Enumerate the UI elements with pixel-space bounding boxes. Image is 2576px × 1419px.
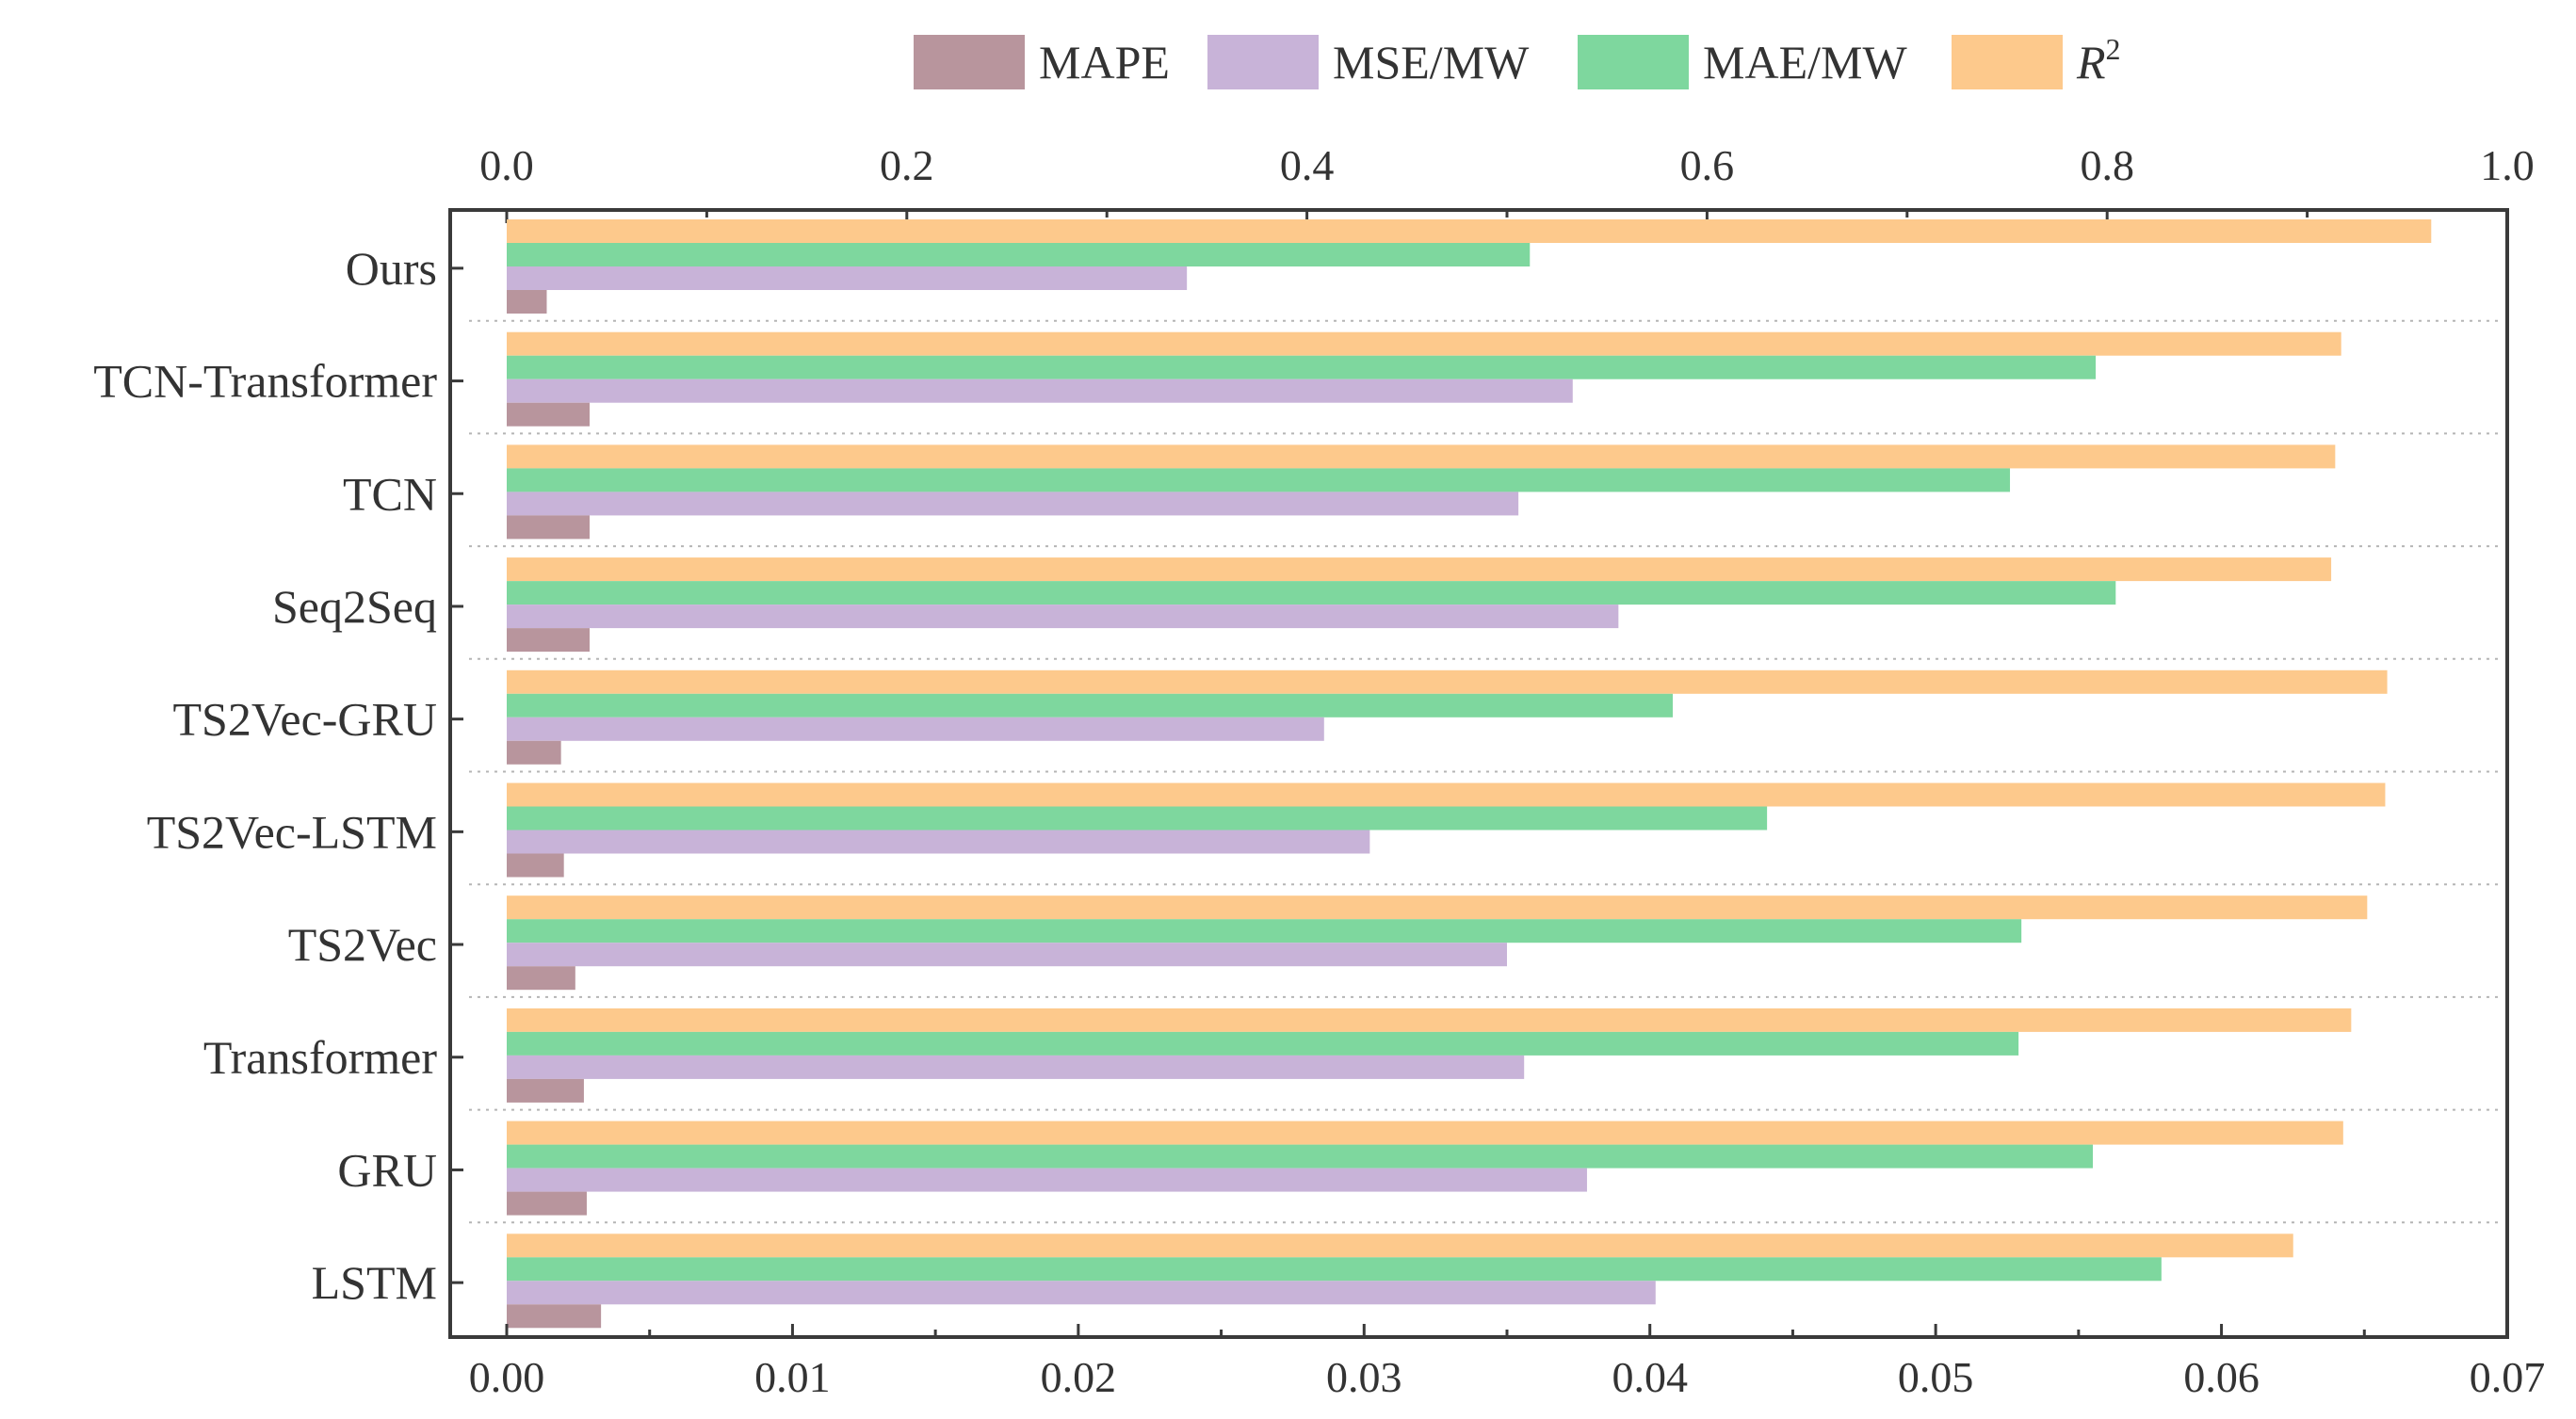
legend-swatch-mse bbox=[1207, 35, 1319, 89]
plot-frame bbox=[448, 208, 2509, 1339]
bar-mse-mw-ts2vec bbox=[507, 943, 1507, 967]
bar-group-transformer bbox=[507, 1008, 2352, 1103]
bar-r2-ts2vec-lstm bbox=[507, 782, 2386, 807]
top-tick-label: 0.8 bbox=[2080, 141, 2134, 189]
bar-r2-tcn bbox=[507, 444, 2336, 469]
bar-mape-tcn-transformer bbox=[507, 402, 590, 427]
bar-mape-lstm bbox=[507, 1304, 602, 1329]
legend: MAPE MSE/MW MAE/MW R2 bbox=[914, 32, 2121, 89]
bar-group-ts2vec-gru bbox=[507, 669, 2388, 765]
category-separators bbox=[469, 319, 2503, 1224]
category-label-tcn-transformer: TCN-Transformer bbox=[93, 355, 437, 408]
bottom-tick-label: 0.05 bbox=[1898, 1353, 1974, 1401]
category-label-gru: GRU bbox=[337, 1143, 437, 1196]
bar-mape-transformer bbox=[507, 1078, 584, 1103]
legend-label-r2: R2 bbox=[2076, 32, 2121, 89]
top-tick-label: 0.6 bbox=[1680, 141, 1735, 189]
bar-mape-ours bbox=[507, 290, 547, 314]
top-tick-label: 0.4 bbox=[1280, 141, 1335, 189]
bottom-tick-label: 0.00 bbox=[469, 1353, 545, 1401]
bottom-tick-label: 0.06 bbox=[2183, 1353, 2260, 1401]
bar-mape-ts2vec-gru bbox=[507, 740, 561, 765]
bar-mse-mw-transformer bbox=[507, 1055, 1525, 1079]
category-label-ts2vec-gru: TS2Vec-GRU bbox=[172, 693, 437, 746]
top-axis-r2: 0.0 0.2 0.4 0.6 0.8 1.0 bbox=[479, 141, 2535, 223]
legend-label-mse: MSE/MW bbox=[1333, 36, 1530, 89]
legend-label-mape: MAPE bbox=[1039, 36, 1170, 89]
legend-label-mae: MAE/MW bbox=[1703, 36, 1907, 89]
bar-mape-ts2vec-lstm bbox=[507, 853, 564, 878]
bottom-tick-label: 0.03 bbox=[1326, 1353, 1402, 1401]
bar-mae-mw-tcn bbox=[507, 468, 2011, 492]
bar-mse-mw-tcn bbox=[507, 492, 1519, 516]
legend-item-r2: R2 bbox=[1952, 32, 2121, 89]
bar-mape-tcn bbox=[507, 515, 590, 540]
category-label-tcn: TCN bbox=[343, 467, 437, 520]
bar-r2-seq2seq bbox=[507, 557, 2332, 582]
bar-mae-mw-transformer bbox=[507, 1031, 2019, 1056]
bar-group-ours bbox=[507, 219, 2432, 314]
bottom-tick-label: 0.01 bbox=[754, 1353, 831, 1401]
top-tick-label: 0.0 bbox=[479, 141, 534, 189]
bar-group-seq2seq bbox=[507, 557, 2332, 653]
bar-mse-mw-tcn-transformer bbox=[507, 379, 1573, 403]
bar-group-lstm bbox=[507, 1234, 2293, 1329]
bottom-axis-errors: 0.00 0.01 0.02 0.03 0.04 0.05 0.06 0.07 bbox=[469, 1324, 2546, 1401]
bar-mse-mw-ours bbox=[507, 266, 1188, 290]
bar-mse-mw-ts2vec-gru bbox=[507, 717, 1324, 741]
top-tick-label: 1.0 bbox=[2480, 141, 2535, 189]
bar-mae-mw-seq2seq bbox=[507, 581, 2116, 605]
bottom-tick-label: 0.02 bbox=[1041, 1353, 1117, 1401]
bar-mae-mw-ours bbox=[507, 243, 1531, 266]
legend-swatch-mae bbox=[1578, 35, 1689, 89]
bottom-tick-label: 0.07 bbox=[2470, 1353, 2546, 1401]
bar-r2-gru bbox=[507, 1121, 2343, 1145]
category-axis: Ours TCN-Transformer TCN Seq2Seq TS2Vec-GRU T… bbox=[93, 242, 463, 1309]
bar-mse-mw-lstm bbox=[507, 1281, 1656, 1305]
bar-mae-mw-gru bbox=[507, 1144, 2094, 1169]
legend-item-mae-mw: MAE/MW bbox=[1578, 35, 1907, 89]
bar-r2-ts2vec-gru bbox=[507, 669, 2388, 694]
bar-group-tcn-transformer bbox=[507, 331, 2341, 427]
bar-mse-mw-gru bbox=[507, 1168, 1587, 1192]
bar-group-ts2vec bbox=[507, 895, 2368, 991]
bar-mape-seq2seq bbox=[507, 628, 590, 653]
bar-mse-mw-ts2vec-lstm bbox=[507, 830, 1370, 854]
legend-item-mse-mw: MSE/MW bbox=[1207, 35, 1530, 89]
bar-mae-mw-lstm bbox=[507, 1257, 2162, 1282]
bar-mape-ts2vec bbox=[507, 966, 575, 991]
bar-r2-ours bbox=[507, 219, 2432, 243]
bar-mae-mw-ts2vec-gru bbox=[507, 693, 1673, 718]
category-label-ts2vec-lstm: TS2Vec-LSTM bbox=[147, 805, 437, 858]
bar-mae-mw-ts2vec bbox=[507, 919, 2022, 943]
category-label-ts2vec: TS2Vec bbox=[288, 918, 437, 971]
category-label-lstm: LSTM bbox=[312, 1256, 437, 1309]
bar-r2-tcn-transformer bbox=[507, 331, 2341, 356]
bars bbox=[507, 219, 2432, 1329]
bar-mape-gru bbox=[507, 1191, 587, 1216]
legend-item-mape: MAPE bbox=[914, 35, 1170, 89]
bar-mae-mw-ts2vec-lstm bbox=[507, 806, 1768, 830]
legend-swatch-mape bbox=[914, 35, 1025, 89]
bar-r2-transformer bbox=[507, 1008, 2352, 1032]
bar-mse-mw-seq2seq bbox=[507, 605, 1619, 629]
bottom-tick-label: 0.04 bbox=[1612, 1353, 1688, 1401]
bar-group-tcn bbox=[507, 444, 2336, 540]
bar-r2-lstm bbox=[507, 1234, 2293, 1258]
category-label-seq2seq: Seq2Seq bbox=[272, 580, 437, 633]
bar-group-gru bbox=[507, 1121, 2343, 1216]
category-label-ours: Ours bbox=[346, 242, 437, 295]
legend-swatch-r2 bbox=[1952, 35, 2063, 89]
bar-r2-ts2vec bbox=[507, 895, 2368, 920]
bar-mae-mw-tcn-transformer bbox=[507, 355, 2097, 379]
top-tick-label: 0.2 bbox=[880, 141, 934, 189]
category-label-transformer: Transformer bbox=[203, 1031, 437, 1084]
bar-group-ts2vec-lstm bbox=[507, 782, 2386, 878]
